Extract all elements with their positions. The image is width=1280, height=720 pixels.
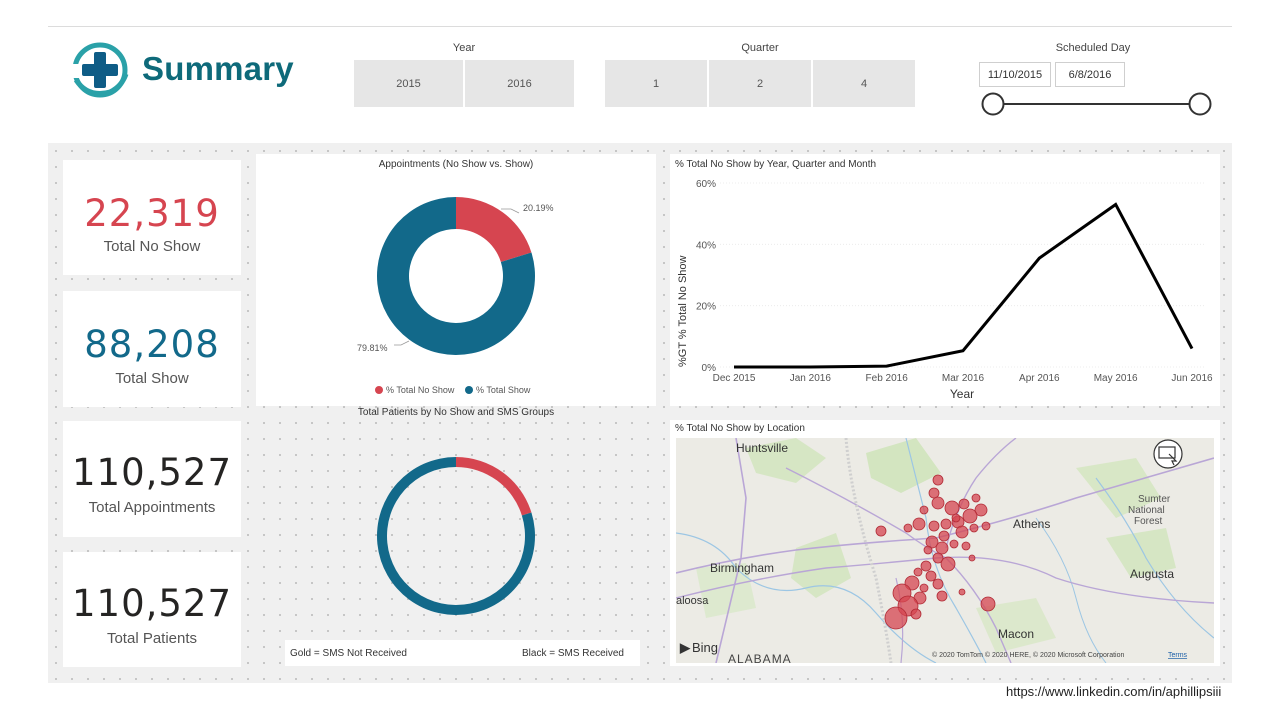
kpi-show-label: Total Show bbox=[115, 370, 189, 387]
map-terms-link[interactable]: Terms bbox=[1168, 652, 1188, 659]
line-series-no-show[interactable] bbox=[734, 202, 1194, 369]
donut1-label-show: 79.81% bbox=[357, 343, 388, 353]
page-title: Summary bbox=[142, 50, 294, 87]
header-divider bbox=[48, 26, 1232, 27]
quarter-option-1[interactable]: 1 bbox=[605, 60, 707, 107]
map-label-tuscaloosa: aloosa bbox=[676, 595, 709, 607]
legend-no-show-label[interactable]: % Total No Show bbox=[386, 385, 455, 395]
line-xtick-label: Dec 2015 bbox=[713, 373, 756, 384]
donut-chart-sms-groups[interactable] bbox=[256, 420, 656, 640]
slider-end-handle[interactable] bbox=[1188, 92, 1212, 116]
kpi-card-show: 88,208 Total Show bbox=[63, 291, 241, 407]
year-option-2015[interactable]: 2015 bbox=[354, 60, 463, 107]
donut-chart-appointments[interactable]: Appointments (No Show vs. Show) 20.19% 7… bbox=[256, 154, 656, 406]
map-label-athens: Athens bbox=[1013, 517, 1050, 531]
map-view[interactable]: Huntsville Birmingham Athens Sumter Natio… bbox=[676, 438, 1214, 663]
map-label-alabama: ALABAMA bbox=[728, 652, 792, 663]
kpi-patients-label: Total Patients bbox=[106, 630, 198, 647]
focus-mode-icon[interactable] bbox=[1153, 439, 1183, 469]
start-date-input[interactable]: 11/10/2015 bbox=[979, 62, 1051, 87]
quarter-slicer-title: Quarter bbox=[741, 42, 779, 54]
line-ytick-label: 20% bbox=[696, 302, 716, 313]
donut1-title: Appointments (No Show vs. Show) bbox=[378, 159, 534, 170]
map-card[interactable]: % Total No Show by Location bbox=[670, 420, 1220, 666]
line-xtick-label: Feb 2016 bbox=[866, 373, 909, 384]
map-label-birmingham: Birmingham bbox=[710, 561, 774, 575]
quarter-option-2[interactable]: 2 bbox=[709, 60, 811, 107]
year-slicer-title: Year bbox=[452, 42, 476, 54]
sms-note-left: Gold = SMS Not Received bbox=[290, 648, 407, 659]
map-title: % Total No Show by Location bbox=[675, 423, 805, 434]
legend-show-marker bbox=[465, 386, 473, 394]
line-chart-card[interactable]: % Total No Show by Year, Quarter and Mon… bbox=[670, 154, 1220, 406]
line-xtick-label: May 2016 bbox=[1094, 373, 1138, 384]
slider-start-handle[interactable] bbox=[981, 92, 1005, 116]
line-xlabel: Year bbox=[950, 387, 974, 401]
line-ytick-label: 60% bbox=[696, 179, 716, 190]
map-label-augusta: Augusta bbox=[1130, 567, 1174, 581]
kpi-appointments-value: 110,527 bbox=[71, 451, 232, 494]
kpi-card-patients: 110,527 Total Patients bbox=[63, 552, 241, 667]
line-chart-svg: 0% 20% 40% 60% Dec 2015 Jan 2016 Feb 2016 Mar … bbox=[677, 179, 1213, 401]
kpi-show-value: 88,208 bbox=[84, 323, 220, 366]
donut2-slice-no-show[interactable] bbox=[456, 457, 532, 516]
line-ylabel: %GT % Total No Show bbox=[677, 255, 689, 367]
donut1-slice-no-show[interactable] bbox=[456, 197, 532, 263]
kpi-no-show-value: 22,319 bbox=[84, 192, 220, 235]
map-copyright: © 2020 TomTom © 2020 HERE, © 2020 Micros… bbox=[932, 651, 1124, 659]
line-xtick-label: Mar 2016 bbox=[942, 373, 985, 384]
line-ytick-label: 0% bbox=[702, 363, 717, 374]
line-xtick-label: Apr 2016 bbox=[1019, 373, 1060, 384]
bing-logo-icon: ▶ bbox=[679, 640, 691, 655]
line-chart-title: % Total No Show by Year, Quarter and Mon… bbox=[675, 159, 877, 170]
quarter-option-4[interactable]: 4 bbox=[813, 60, 915, 107]
kpi-no-show-label: Total No Show bbox=[103, 238, 201, 255]
donut1-slice-show[interactable] bbox=[377, 197, 535, 355]
sms-legend-note: Gold = SMS Not Received Black = SMS Rece… bbox=[285, 640, 640, 666]
year-option-2016[interactable]: 2016 bbox=[465, 60, 574, 107]
map-label-huntsville: Huntsville bbox=[736, 441, 788, 455]
map-label-sumter: Sumter National Forest bbox=[1128, 494, 1171, 527]
end-date-input[interactable]: 6/8/2016 bbox=[1055, 62, 1125, 87]
map-brand: Bing bbox=[692, 640, 718, 655]
donut1-svg: 20.19% 79.81% % Total No Show % Total Sh… bbox=[357, 197, 554, 395]
kpi-patients-value: 110,527 bbox=[71, 582, 232, 625]
line-xtick-label: Jun 2016 bbox=[1171, 373, 1213, 384]
legend-show-label[interactable]: % Total Show bbox=[476, 385, 531, 395]
map-bubbles[interactable] bbox=[875, 474, 996, 630]
scheduled-day-slicer-title: Scheduled Day bbox=[1055, 42, 1131, 54]
sms-note-right: Black = SMS Received bbox=[522, 648, 624, 659]
line-ytick-label: 40% bbox=[696, 240, 716, 251]
medical-cross-logo-icon bbox=[70, 42, 129, 98]
kpi-card-appointments: 110,527 Total Appointments bbox=[63, 421, 241, 537]
donut2-title: Total Patients by No Show and SMS Groups bbox=[357, 407, 555, 418]
legend-no-show-marker bbox=[375, 386, 383, 394]
kpi-appointments-label: Total Appointments bbox=[88, 499, 216, 516]
linkedin-url[interactable]: https://www.linkedin.com/in/aphillipsiii bbox=[1006, 684, 1222, 699]
kpi-card-no-show: 22,319 Total No Show bbox=[63, 160, 241, 275]
date-range-slider[interactable] bbox=[978, 90, 1218, 120]
line-xtick-label: Jan 2016 bbox=[790, 373, 832, 384]
map-label-macon: Macon bbox=[998, 627, 1034, 641]
donut1-label-no-show: 20.19% bbox=[523, 203, 554, 213]
